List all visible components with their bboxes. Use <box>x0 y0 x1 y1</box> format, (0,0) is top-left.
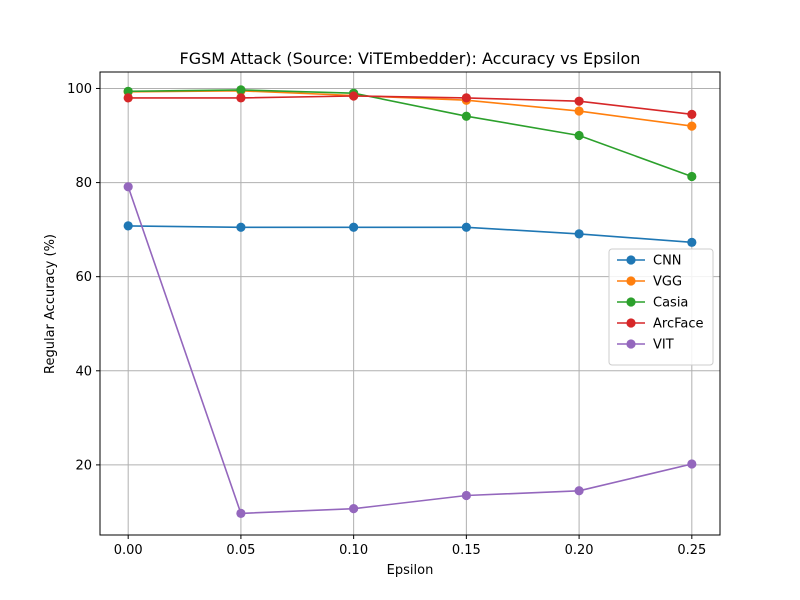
data-point-cnn <box>687 237 697 247</box>
data-point-vit <box>461 490 471 501</box>
data-point-arcface <box>461 93 471 103</box>
data-point-casia <box>574 130 584 141</box>
legend-box <box>608 248 714 366</box>
data-point-vit <box>687 459 697 469</box>
data-point-arcface <box>574 96 584 106</box>
legend-marker-casia <box>626 297 636 307</box>
series-arcface <box>123 91 697 119</box>
x-tick-label: 0.00 <box>114 543 143 558</box>
y-tick-label: 20 <box>75 458 92 473</box>
x-tick-label: 0.20 <box>565 543 594 558</box>
data-point-vit <box>349 504 359 514</box>
chart-title: FGSM Attack (Source: ViTEmbedder): Accur… <box>180 49 641 68</box>
data-point-vgg <box>687 121 697 131</box>
data-point-vit <box>574 486 584 496</box>
series-line-arcface <box>128 95 692 116</box>
series-line-vit <box>127 186 692 515</box>
y-tick-label: 100 <box>67 82 92 97</box>
data-point-cnn <box>574 229 584 239</box>
series-layer <box>123 85 697 518</box>
x-axis-label: Epsilon <box>387 563 434 578</box>
data-point-arcface <box>687 109 697 119</box>
series-vit <box>123 182 697 518</box>
y-tick-label: 60 <box>75 270 92 285</box>
series-line-vgg <box>128 90 692 127</box>
legend-marker-arcface <box>626 318 636 328</box>
data-point-casia <box>123 86 133 96</box>
data-point-casia <box>461 111 471 121</box>
data-point-arcface <box>236 93 246 103</box>
x-tick-label: 0.15 <box>452 543 481 558</box>
x-tick-label: 0.05 <box>226 543 255 558</box>
data-point-arcface <box>349 91 359 101</box>
series-line-cnn <box>128 225 692 244</box>
x-tick-label: 0.25 <box>677 543 706 558</box>
data-point-cnn <box>461 222 471 232</box>
plot-frame <box>99 71 721 536</box>
legend-label-vit: VIT <box>653 338 674 353</box>
legend-marker-cnn <box>626 255 636 265</box>
data-point-cnn <box>236 222 246 232</box>
data-point-cnn <box>349 222 359 232</box>
series-line-casia <box>128 89 693 178</box>
data-point-cnn <box>123 221 133 231</box>
data-point-vit <box>123 182 133 192</box>
series-cnn <box>123 221 697 247</box>
legend-marker-vit <box>626 339 636 349</box>
y-axis-label: Regular Accuracy (%) <box>43 234 58 374</box>
series-casia <box>123 85 697 182</box>
data-point-vit <box>236 508 246 518</box>
data-point-vgg <box>574 106 584 116</box>
legend-label-cnn: CNN <box>653 254 682 269</box>
y-tick-label: 40 <box>75 364 92 379</box>
axis-ticks: 0.00 0.05 0.10 0.15 0.20 0.25 20 40 60 80 100 <box>67 82 706 558</box>
legend-marker-vgg <box>626 276 636 286</box>
legend-label-casia: Casia <box>653 296 688 311</box>
data-point-casia <box>687 171 697 182</box>
legend-label-vgg: VGG <box>653 275 682 290</box>
legend-label-arcface: ArcFace <box>653 317 704 332</box>
y-tick-label: 80 <box>75 176 92 191</box>
data-point-casia <box>236 85 246 95</box>
legend: CNN VGG Casia ArcFace VIT <box>608 248 714 366</box>
data-point-arcface <box>123 93 133 103</box>
x-tick-label: 0.10 <box>339 543 368 558</box>
series-vgg <box>123 86 697 131</box>
